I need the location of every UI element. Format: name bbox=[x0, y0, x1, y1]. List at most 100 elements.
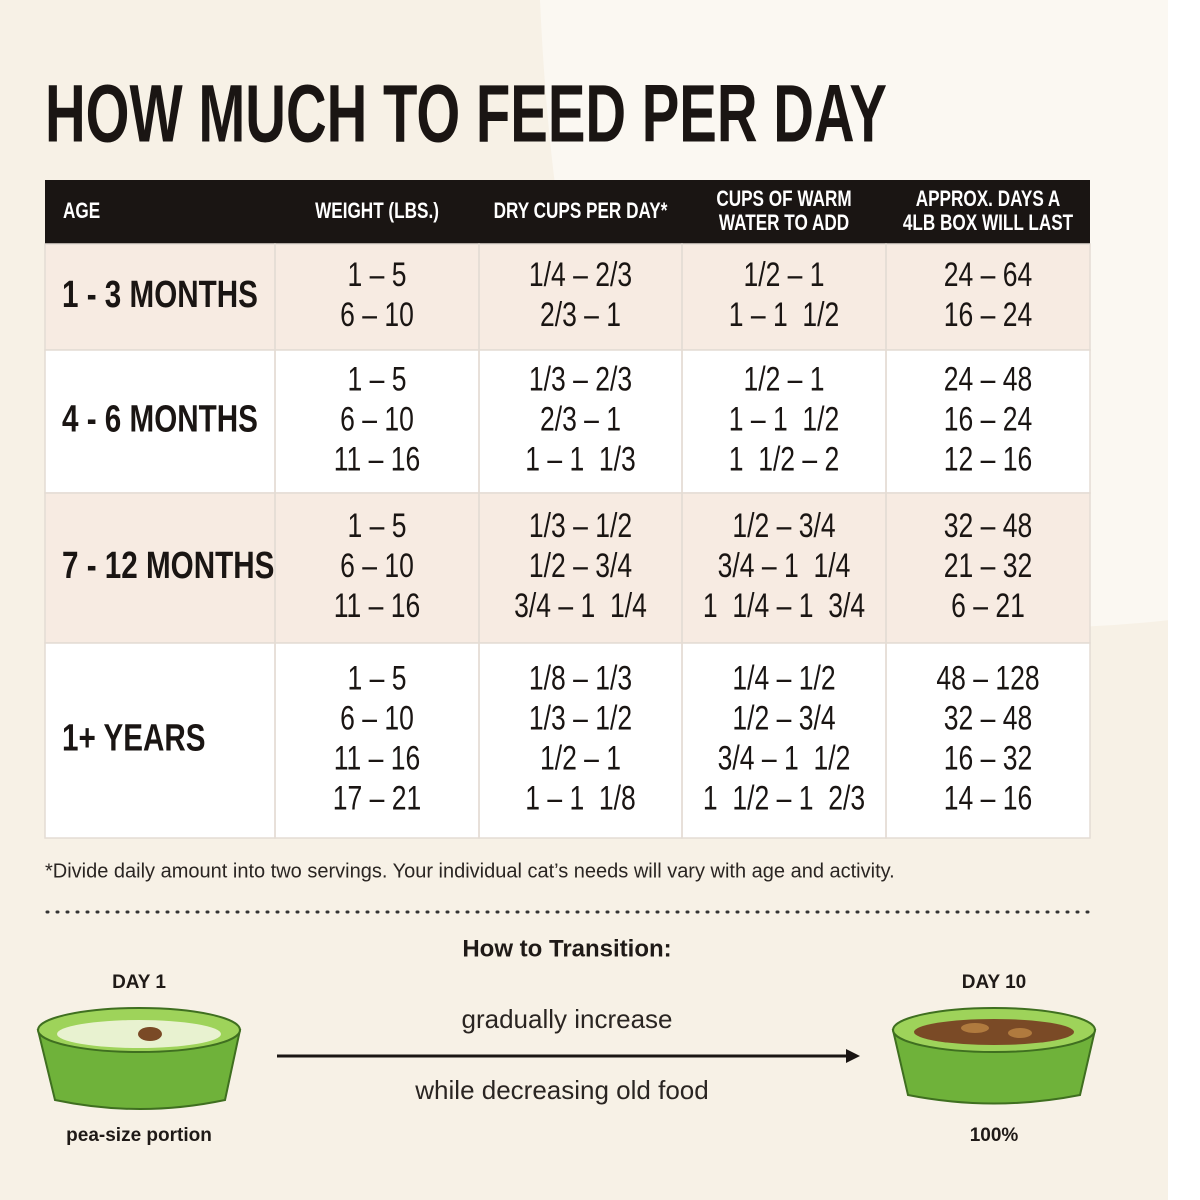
value-cell-wrap: 1 1/2 – 1 2/3 bbox=[703, 779, 865, 817]
value-cell-wrap: 2/3 – 1 bbox=[540, 296, 621, 334]
value-cell-wrap: 1 – 5 bbox=[348, 256, 407, 294]
value-cell-wrap: 1/2 – 1 bbox=[743, 360, 824, 398]
value-cell: 1/3 – 1/2 bbox=[529, 699, 632, 737]
value-cell-wrap: 1/3 – 1/2 bbox=[529, 699, 632, 737]
value-cell-wrap: 1 – 5 bbox=[348, 659, 407, 697]
value-cell: 24 – 48 bbox=[944, 360, 1032, 398]
value-cell-wrap: 1/2 – 1 bbox=[743, 256, 824, 294]
header-cell-wrap: AGE bbox=[63, 199, 100, 224]
header-cell: WEIGHT (LBS.) bbox=[315, 199, 439, 224]
value-cell: 1/3 – 2/3 bbox=[529, 360, 632, 398]
table-row-bg bbox=[45, 493, 1090, 643]
value-cell-wrap: 11 – 16 bbox=[334, 440, 421, 478]
bowl-full-portion bbox=[891, 1007, 1097, 1105]
value-cell-wrap: 1/2 – 3/4 bbox=[732, 699, 835, 737]
value-cell-wrap: 1 1/2 – 2 bbox=[729, 440, 840, 478]
header-cell-wrap: WEIGHT (LBS.) bbox=[315, 199, 439, 224]
header-cell-wrap: WATER TO ADD bbox=[719, 211, 849, 236]
feeding-table: AGE WEIGHT (LBS.) DRY CUPS PER DAY* CUPS OF… bbox=[44, 180, 1091, 839]
value-cell: 1 – 1 1/3 bbox=[525, 440, 636, 478]
value-cell: 1 – 1 1/2 bbox=[729, 296, 840, 334]
value-cell: 1/2 – 1 bbox=[743, 360, 824, 398]
value-cell-wrap: 1 – 1 1/2 bbox=[729, 296, 840, 334]
value-cell-wrap: 12 – 16 bbox=[944, 440, 1032, 478]
arrow-caption: while decreasing old food bbox=[414, 1075, 708, 1105]
value-cell-wrap: 32 – 48 bbox=[944, 507, 1032, 545]
value-cell-wrap: 21 – 32 bbox=[944, 547, 1032, 585]
age-cell: 1 - 3 MONTHS bbox=[62, 274, 258, 316]
header-cell-wrap: APPROX. DAYS A bbox=[916, 187, 1061, 212]
value-cell-wrap: 1/2 – 3/4 bbox=[529, 547, 632, 585]
value-cell: 6 – 21 bbox=[951, 587, 1025, 625]
value-cell: 1/3 – 1/2 bbox=[529, 507, 632, 545]
value-cell-wrap: 48 – 128 bbox=[936, 659, 1039, 697]
value-cell: 48 – 128 bbox=[936, 659, 1039, 697]
title: HOW MUCH TO FEED PER DAY bbox=[45, 69, 887, 160]
transition-title: How to Transition: bbox=[462, 935, 671, 962]
value-cell-wrap: 6 – 10 bbox=[340, 296, 414, 334]
value-cell-wrap: 11 – 16 bbox=[334, 739, 421, 777]
value-cell: 16 – 32 bbox=[944, 739, 1032, 777]
value-cell-wrap: 3/4 – 1 1/2 bbox=[718, 739, 851, 777]
header-cell: CUPS OF WARM bbox=[716, 187, 851, 212]
table-row-bg bbox=[45, 643, 1090, 838]
table-row-bg bbox=[45, 350, 1090, 493]
value-cell-wrap: 6 – 10 bbox=[340, 400, 414, 438]
value-cell: 1 – 1 1/2 bbox=[729, 400, 840, 438]
age-cell-wrap: 1 - 3 MONTHS bbox=[62, 274, 258, 316]
header-cell: WATER TO ADD bbox=[719, 211, 849, 236]
value-cell: 1/2 – 1 bbox=[540, 739, 621, 777]
value-cell-wrap: 1/2 – 1 bbox=[540, 739, 621, 777]
value-cell-wrap: 16 – 32 bbox=[944, 739, 1032, 777]
table-cell bbox=[885, 642, 1091, 839]
bowl-caption: pea-size portion bbox=[66, 1125, 212, 1146]
value-cell-wrap: 1/4 – 1/2 bbox=[732, 659, 835, 697]
value-cell: 3/4 – 1 1/4 bbox=[718, 547, 851, 585]
value-cell: 32 – 48 bbox=[944, 507, 1032, 545]
value-cell-wrap: 1 – 5 bbox=[348, 360, 407, 398]
value-cell-wrap: 3/4 – 1 1/4 bbox=[718, 547, 851, 585]
header-cell-wrap: CUPS OF WARM bbox=[716, 187, 851, 212]
value-cell: 1/2 – 3/4 bbox=[529, 547, 632, 585]
value-cell: 3/4 – 1 1/4 bbox=[514, 587, 647, 625]
age-cell: 4 - 6 MONTHS bbox=[62, 398, 258, 440]
value-cell: 1/8 – 1/3 bbox=[529, 659, 632, 697]
value-cell: 11 – 16 bbox=[334, 739, 421, 777]
value-cell: 17 – 21 bbox=[333, 779, 421, 817]
age-cell-wrap: 1+ YEARS bbox=[62, 717, 206, 759]
value-cell: 2/3 – 1 bbox=[540, 296, 621, 334]
value-cell: 1/2 – 1 bbox=[743, 256, 824, 294]
value-cell-wrap: 17 – 21 bbox=[333, 779, 421, 817]
value-cell: 3/4 – 1 1/2 bbox=[718, 739, 851, 777]
value-cell: 16 – 24 bbox=[944, 296, 1033, 334]
value-cell-wrap: 14 – 16 bbox=[944, 779, 1032, 817]
arrow-head bbox=[846, 1049, 860, 1063]
header-cell: 4LB BOX WILL LAST bbox=[903, 211, 1073, 236]
value-cell-wrap: 1/3 – 1/2 bbox=[529, 507, 632, 545]
value-cell: 32 – 48 bbox=[944, 699, 1032, 737]
value-cell-wrap: 11 – 16 bbox=[334, 587, 421, 625]
edge bbox=[1168, 0, 1200, 1200]
value-cell: 16 – 24 bbox=[944, 400, 1033, 438]
age-cell: 7 - 12 MONTHS bbox=[62, 545, 274, 587]
value-cell-wrap: 1/2 – 3/4 bbox=[732, 507, 835, 545]
header-cell: DRY CUPS PER DAY* bbox=[494, 199, 668, 224]
value-cell: 12 – 16 bbox=[944, 440, 1032, 478]
value-cell: 11 – 16 bbox=[334, 587, 421, 625]
value-cell-wrap: 3/4 – 1 1/4 bbox=[514, 587, 647, 625]
footnote: *Divide daily amount into two servings. … bbox=[45, 860, 895, 882]
value-cell-wrap: 16 – 24 bbox=[944, 400, 1033, 438]
header-cell: AGE bbox=[63, 199, 100, 224]
value-cell: 1 1/2 – 1 2/3 bbox=[703, 779, 865, 817]
age-cell: 1+ YEARS bbox=[62, 717, 206, 759]
value-cell: 6 – 10 bbox=[340, 296, 414, 334]
value-cell-wrap: 32 – 48 bbox=[944, 699, 1032, 737]
value-cell-wrap: 24 – 48 bbox=[944, 360, 1032, 398]
value-cell: 1 1/4 – 1 3/4 bbox=[703, 587, 865, 625]
value-cell: 1/4 – 2/3 bbox=[529, 256, 632, 294]
value-cell-wrap: 6 – 10 bbox=[340, 699, 414, 737]
value-cell: 6 – 10 bbox=[340, 699, 414, 737]
value-cell-wrap: 1 – 1 1/8 bbox=[525, 779, 636, 817]
bowl-caption: 100% bbox=[970, 1125, 1019, 1146]
